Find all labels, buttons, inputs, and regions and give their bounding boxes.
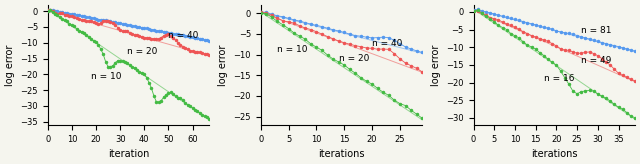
- Text: n = 40: n = 40: [372, 39, 403, 48]
- Text: n = 16: n = 16: [544, 74, 575, 83]
- Y-axis label: log error: log error: [5, 44, 15, 86]
- Text: n = 10: n = 10: [277, 45, 308, 54]
- X-axis label: iterations: iterations: [318, 149, 365, 159]
- Text: n = 20: n = 20: [127, 47, 157, 56]
- Y-axis label: log error: log error: [218, 44, 228, 86]
- Y-axis label: log error: log error: [431, 44, 440, 86]
- X-axis label: iterations: iterations: [531, 149, 577, 159]
- Text: n = 40: n = 40: [168, 31, 199, 40]
- Text: n = 81: n = 81: [581, 26, 612, 35]
- Text: n = 20: n = 20: [339, 54, 369, 63]
- Text: n = 10: n = 10: [91, 72, 122, 81]
- X-axis label: iteration: iteration: [108, 149, 149, 159]
- Text: n = 49: n = 49: [581, 56, 612, 65]
